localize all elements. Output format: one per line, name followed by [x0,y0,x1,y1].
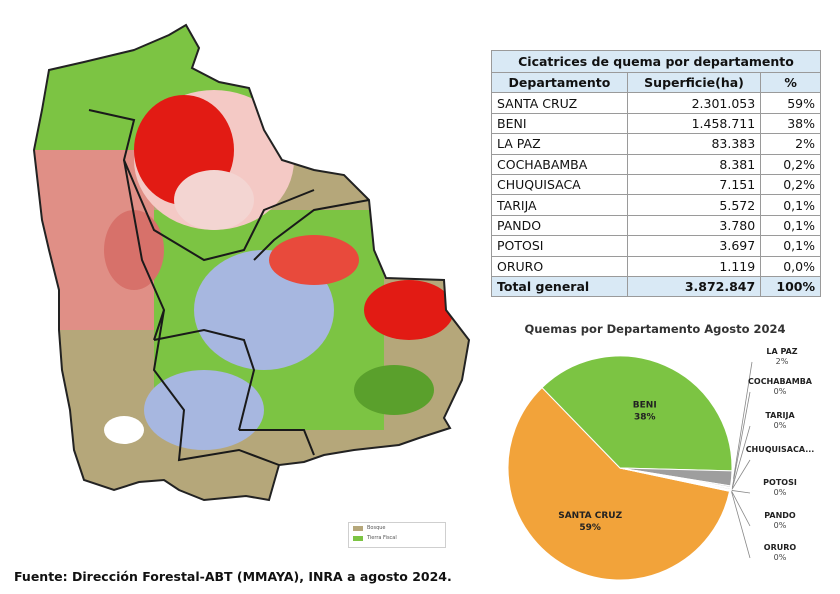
table-cell-area: 83.383 [626,133,762,155]
table-cell-percent: 0,0% [760,255,821,277]
burn-scar-table: Cicatrices de quema por departamento Dep… [491,50,821,298]
total-label: Total general [491,275,628,298]
table-cell-department: SANTA CRUZ [491,92,628,114]
pie-label-value: 0% [774,521,787,530]
pie-label-value: 59% [579,523,601,533]
pie-label-name: COCHABAMBA [748,377,813,386]
pie-label-name: TARIJA [765,411,795,420]
table-header-area: Superficie(ha) [626,71,762,94]
table-cell-department: COCHABAMBA [491,153,628,175]
table-cell-department: PANDO [491,214,628,237]
table-cell-percent: 0,1% [760,235,821,257]
pie-label-value: 0% [774,553,787,562]
table-header-percent: % [760,71,821,94]
table-cell-area: 3.697 [626,235,762,257]
pie-label-name: CHUQUISACA... [746,445,815,454]
map-legend-item: Bosque [349,523,445,533]
table-cell-department: TARIJA [491,194,628,216]
pie-label-name: BENI [633,401,657,411]
table-cell-percent: 0,2% [760,173,821,196]
table-cell-area: 3.780 [626,214,762,237]
pie-label-name: ORURO [764,543,797,552]
table-row: BENI 1.458.711 38% [491,112,821,135]
table-cell-area: 5.572 [626,194,762,216]
map-legend: Bosque Tierra Fiscal [348,522,446,548]
pie-leader-line [731,491,751,559]
bolivia-burn-map [32,23,471,502]
table-row: ORURO 1.119 0,0% [491,255,821,277]
source-note: Fuente: Dirección Forestal-ABT (MMAYA), … [14,569,452,584]
map-legend-item: Tierra Fiscal [349,533,445,543]
table-total-row: Total general 3.872.847 100% [491,275,821,298]
table-cell-percent: 59% [760,92,821,114]
pie-label-value: 0% [774,387,787,396]
legend-label: Bosque [367,525,386,531]
total-percent: 100% [760,275,821,298]
pie-label-value: 2% [776,357,789,366]
table-row: TARIJA 5.572 0,1% [491,194,821,216]
table-cell-department: POTOSI [491,235,628,257]
pie-label-value: 0% [774,421,787,430]
pie-leader-line [731,425,751,489]
table-cell-department: ORURO [491,255,628,277]
table-cell-percent: 0,2% [760,153,821,175]
pie-leader-line [731,490,751,527]
legend-swatch [353,535,363,541]
table-title: Cicatrices de quema por departamento [491,50,821,73]
table-row: SANTA CRUZ 2.301.053 59% [491,92,821,114]
pie-leader-line [731,490,751,494]
pie-label-name: SANTA CRUZ [558,511,622,521]
pie-slice-santa-cruz [507,386,731,581]
table-cell-department: LA PAZ [491,133,628,155]
pie-leader-line [733,361,753,479]
table-header-department: Departamento [491,71,628,94]
table-cell-department: BENI [491,112,628,135]
table-cell-department: CHUQUISACA [491,173,628,196]
table-row: CHUQUISACA 7.151 0,2% [491,173,821,196]
pie-label-value: 38% [634,413,656,423]
legend-label: Tierra Fiscal [367,535,397,541]
table-cell-percent: 38% [760,112,821,135]
table-row: LA PAZ 83.383 2% [491,133,821,155]
table-cell-area: 1.458.711 [626,112,762,135]
pie-label-name: PANDO [764,511,796,520]
table-row: PANDO 3.780 0,1% [491,214,821,237]
total-area: 3.872.847 [626,275,762,298]
table-cell-area: 2.301.053 [626,92,762,114]
pie-leader-line [731,459,751,490]
table-cell-area: 1.119 [626,255,762,277]
table-cell-percent: 0,1% [760,214,821,237]
pie-slice-oruro [619,467,731,492]
pie-title: Quemas por Departamento Agosto 2024 [524,322,786,336]
pie-leader-line [732,391,751,488]
table-row: COCHABAMBA 8.381 0,2% [491,153,821,175]
table-row: POTOSI 3.697 0,1% [491,235,821,257]
table-cell-area: 8.381 [626,153,762,175]
table-cell-area: 7.151 [626,173,762,196]
pie-slice-beni [541,355,733,472]
table-cell-percent: 2% [760,133,821,155]
pie-label-name: POTOSI [763,478,797,487]
pie-label-value: 0% [774,488,787,497]
table-cell-percent: 0,1% [760,194,821,216]
pie-label-name: LA PAZ [766,347,797,356]
legend-swatch [353,525,363,531]
